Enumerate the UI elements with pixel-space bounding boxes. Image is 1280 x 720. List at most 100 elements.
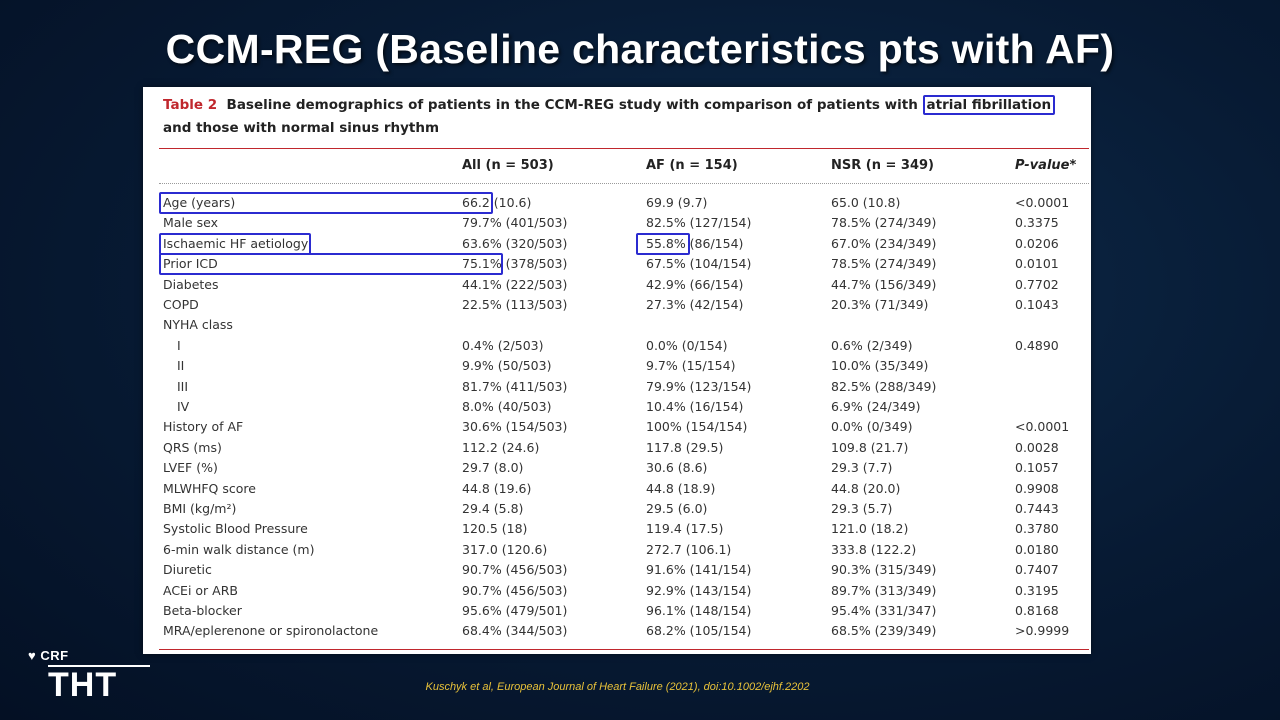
cell-af: 44.8 (18.9) (646, 480, 716, 496)
cell-nsr: 121.0 (18.2) (831, 521, 909, 537)
cell-all: 8.0% (40/503) (462, 399, 552, 414)
table-row: LVEF (%) 29.7 (8.0) 30.6 (8.6) 29.3 (7.7) 0.… (143, 458, 1091, 478)
row-label: Ischaemic HF aetiology (163, 235, 309, 251)
table-row: Diuretic 90.7% (456/503) 91.6% (141/154) 90… (143, 560, 1091, 580)
citation: Kuschyk et al, European Journal of Heart… (425, 681, 810, 693)
table-row: Ischaemic HF aetiology 63.6% (320/503) 55.… (143, 234, 1091, 254)
cell-af: 68.2% (105/154) (646, 623, 752, 639)
table-row: Age (years) 66.2 (10.6) 69.9 (9.7) 65.0 (10… (143, 193, 1091, 213)
cell-nsr: 90.3% (315/349) (831, 562, 937, 578)
slide-title: CCM-REG (Baseline characteristics pts wi… (165, 26, 1115, 72)
cell-pvalue: 0.7702 (1015, 276, 1059, 292)
row-label: QRS (ms) (163, 439, 222, 455)
highlight-age (159, 192, 493, 214)
cell-all: 9.9% (50/503) (462, 358, 552, 374)
cell-nsr: 95.4% (331/347) (831, 603, 937, 618)
header-all: All (n = 503) (462, 158, 554, 173)
cell-pvalue: 0.0206 (1015, 235, 1059, 251)
table-row: COPD 22.5% (113/503) 27.3% (42/154) 20.3% (… (143, 295, 1091, 315)
cell-af: 0.0% (0/154) (646, 337, 728, 353)
cell-af: 117.8 (29.5) (646, 439, 724, 455)
cell-all: 90.7% (456/503) (462, 562, 568, 578)
cell-all: 66.2 (10.6) (462, 195, 532, 210)
table-row: Prior ICD 75.1% (378/503) 67.5% (104/154) 7… (143, 254, 1091, 274)
row-label: BMI (kg/m²) (163, 501, 237, 516)
row-label: I (177, 337, 181, 353)
cell-all: 79.7% (401/503) (462, 215, 568, 231)
cell-nsr: 65.0 (10.8) (831, 195, 901, 210)
cell-af: 79.9% (123/154) (646, 378, 752, 394)
cell-af: 82.5% (127/154) (646, 215, 752, 231)
cell-pvalue: 0.3780 (1015, 521, 1059, 537)
caption-text-end: and those with normal sinus rhythm (163, 120, 440, 136)
row-label: Diuretic (163, 562, 212, 578)
cell-af: 96.1% (148/154) (646, 603, 752, 618)
crf-heart-icon: ♥ (28, 648, 37, 663)
cell-nsr: 82.5% (288/349) (831, 378, 937, 394)
table-row: BMI (kg/m²) 29.4 (5.8) 29.5 (6.0) 29.3 (5.7… (143, 499, 1091, 519)
cell-pvalue: 0.4890 (1015, 337, 1059, 353)
cell-nsr: 0.6% (2/349) (831, 337, 913, 353)
cell-all: 0.4% (2/503) (462, 337, 544, 353)
table-row: I 0.4% (2/503) 0.0% (0/154) 0.6% (2/349) 0.4… (143, 336, 1091, 356)
cell-all: 22.5% (113/503) (462, 297, 568, 312)
highlight-ischaemic-af (636, 233, 690, 255)
cell-pvalue: 0.0028 (1015, 439, 1059, 455)
cell-nsr: 29.3 (7.7) (831, 460, 893, 476)
cell-pvalue: 0.0101 (1015, 256, 1059, 272)
row-label: Prior ICD (163, 256, 218, 272)
cell-pvalue: 0.3375 (1015, 215, 1059, 231)
cell-nsr: 6.9% (24/349) (831, 399, 921, 414)
cell-af: 9.7% (15/154) (646, 358, 736, 374)
cell-pvalue: 0.7407 (1015, 562, 1059, 578)
cell-all: 29.4 (5.8) (462, 501, 524, 516)
cell-af: 29.5 (6.0) (646, 501, 708, 516)
cell-pvalue: 0.1057 (1015, 460, 1059, 476)
cell-pvalue: 0.0180 (1015, 541, 1059, 557)
row-label: 6-min walk distance (m) (163, 541, 315, 557)
cell-all: 112.2 (24.6) (462, 439, 540, 455)
row-label: LVEF (%) (163, 460, 218, 476)
cell-nsr: 10.0% (35/349) (831, 358, 929, 374)
cell-af: 272.7 (106.1) (646, 541, 732, 557)
cell-all: 90.7% (456/503) (462, 582, 568, 598)
cell-nsr: 89.7% (313/349) (831, 582, 937, 598)
table-card: Table 2 Baseline demographics of patient… (143, 87, 1091, 654)
row-label: III (177, 378, 189, 394)
row-label: ACEi or ARB (163, 582, 238, 598)
cell-all: 68.4% (344/503) (462, 623, 568, 639)
cell-nsr: 78.5% (274/349) (831, 256, 937, 272)
cell-af: 119.4 (17.5) (646, 521, 724, 537)
cell-nsr: 20.3% (71/349) (831, 297, 929, 312)
cell-nsr: 333.8 (122.2) (831, 541, 917, 557)
table-row: NYHA class (143, 315, 1091, 335)
row-label: COPD (163, 297, 199, 312)
cell-af: 69.9 (9.7) (646, 195, 708, 210)
row-label: MRA/eplerenone or spironolactone (163, 623, 379, 639)
cell-all: 29.7 (8.0) (462, 460, 524, 476)
header-pvalue: P-value* (1015, 158, 1077, 173)
cell-all: 30.6% (154/503) (462, 419, 568, 435)
cell-af: 67.5% (104/154) (646, 256, 752, 272)
cell-af: 100% (154/154) (646, 419, 748, 435)
table-row: III 81.7% (411/503) 79.9% (123/154) 82.5% (… (143, 377, 1091, 397)
tht-wordmark: THT (48, 666, 118, 704)
highlight-prior-icd (159, 253, 503, 275)
cell-pvalue: 0.1043 (1015, 297, 1059, 312)
header-af: AF (n = 154) (646, 158, 738, 173)
table-row: Beta-blocker 95.6% (479/501) 96.1% (148/15… (143, 601, 1091, 621)
cell-nsr: 78.5% (274/349) (831, 215, 937, 231)
cell-all: 81.7% (411/503) (462, 378, 568, 394)
row-label: NYHA class (163, 317, 233, 333)
cell-pvalue: 0.7443 (1015, 501, 1059, 516)
highlight-ischaemic (159, 233, 311, 255)
table-row: Male sex 79.7% (401/503) 82.5% (127/154) 78… (143, 213, 1091, 233)
cell-nsr: 67.0% (234/349) (831, 235, 937, 251)
table-row: ACEi or ARB 90.7% (456/503) 92.9% (143/154… (143, 581, 1091, 601)
cell-all: 95.6% (479/501) (462, 603, 568, 618)
header-divider (159, 183, 1089, 184)
table-row: II 9.9% (50/503) 9.7% (15/154) 10.0% (35/34… (143, 356, 1091, 376)
table-row: MLWHFQ score 44.8 (19.6) 44.8 (18.9) 44.8 (… (143, 479, 1091, 499)
row-label: History of AF (163, 419, 244, 435)
row-label: II (177, 358, 185, 374)
